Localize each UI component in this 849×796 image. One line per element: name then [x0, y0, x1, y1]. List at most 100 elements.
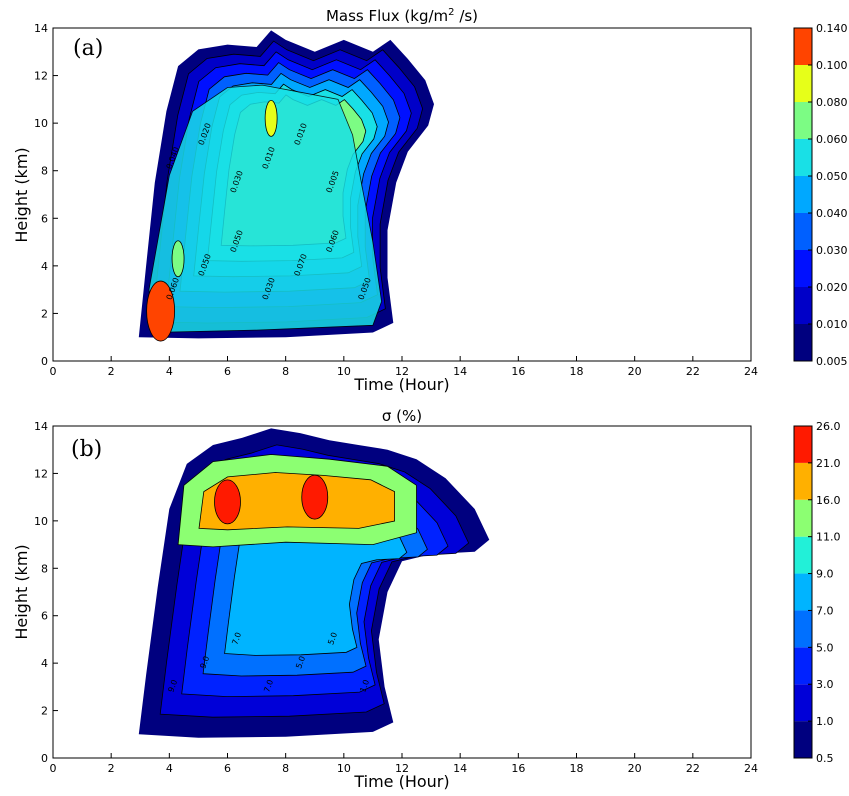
- x-tick-label: 4: [166, 365, 173, 378]
- contour-label: 1.0: [358, 678, 371, 693]
- x-tick-label: 18: [570, 365, 584, 378]
- x-tick-label: 2: [108, 365, 115, 378]
- colorbar-segment: [794, 426, 812, 463]
- colorbar-segment: [794, 721, 812, 758]
- colorbar-segment: [794, 684, 812, 722]
- colorbar-tick-label: 0.080: [816, 96, 848, 109]
- colorbar-segment: [794, 324, 812, 361]
- panel-b-label: (b): [71, 437, 102, 462]
- x-tick-label: 0: [50, 762, 57, 775]
- x-tick-label: 6: [224, 365, 231, 378]
- x-tick-label: 2: [108, 762, 115, 775]
- panel-b: σ (%) 9.09.07.07.05.05.01.0 (b) 0 2 4 6 8 10 1…: [12, 407, 841, 791]
- hot-spot: [264, 99, 278, 137]
- x-tick-label: 14: [453, 365, 467, 378]
- panel-b-title: σ (%): [382, 407, 422, 425]
- colorbar-segment: [794, 499, 812, 537]
- colorbar-segment: [794, 287, 812, 324]
- panel-a-label: (a): [73, 36, 103, 61]
- x-tick-label: 4: [166, 762, 173, 775]
- x-tick-label: 22: [686, 762, 700, 775]
- x-tick-label: 22: [686, 365, 700, 378]
- colorbar-tick-label: 5.0: [816, 641, 834, 654]
- panel-a-title: Mass Flux (kg/m2 /s): [326, 7, 478, 25]
- y-tick-label: 10: [34, 515, 48, 528]
- x-tick-label: 12: [395, 365, 409, 378]
- colorbar-tick-label: 0.140: [816, 22, 848, 35]
- x-tick-label: 12: [395, 762, 409, 775]
- x-tick-label: 20: [628, 365, 642, 378]
- hot-spot: [146, 280, 176, 342]
- colorbar-segment: [794, 213, 812, 250]
- panel-a-colorbar: 0.005 0.010 0.020 0.030 0.040 0.050 0.060 0.080…: [793, 22, 848, 368]
- y-tick-label: 0: [41, 752, 48, 765]
- colorbar-segment: [794, 102, 812, 139]
- y-tick-label: 4: [41, 260, 48, 273]
- x-tick-label: 8: [282, 762, 289, 775]
- y-tick-label: 12: [34, 70, 48, 83]
- x-tick-label: 6: [224, 762, 231, 775]
- colorbar-tick-label: 7.0: [816, 604, 834, 617]
- y-tick-label: 0: [41, 355, 48, 368]
- colorbar-tick-label: 0.060: [816, 133, 848, 146]
- y-tick-label: 4: [41, 657, 48, 670]
- panel-a-xlabel: Time (Hour): [353, 375, 449, 394]
- colorbar-segment: [794, 647, 812, 685]
- y-tick-label: 14: [34, 420, 48, 433]
- y-tick-label: 2: [41, 307, 48, 320]
- panel-b-plot-area: 9.0 9.0 7.0 7.0 5.0 5.0 1.0: [138, 428, 490, 738]
- colorbar-segment: [794, 462, 812, 500]
- colorbar-tick-label: 0.020: [816, 281, 848, 294]
- x-tick-label: 24: [744, 762, 758, 775]
- y-tick-label: 14: [34, 22, 48, 35]
- colorbar-segment: [794, 28, 812, 65]
- x-tick-label: 20: [628, 762, 642, 775]
- colorbar-tick-label: 0.005: [816, 355, 848, 368]
- band-region-inner: [198, 472, 396, 531]
- colorbar-tick-label: 0.050: [816, 170, 848, 183]
- y-tick-label: 6: [41, 212, 48, 225]
- colorbar-frame: [793, 27, 813, 362]
- colorbar-frame: [793, 425, 813, 759]
- y-tick-label: 12: [34, 467, 48, 480]
- hot-spot: [214, 479, 241, 525]
- colorbar-segment: [794, 139, 812, 176]
- colorbar-tick-label: 0.100: [816, 59, 848, 72]
- x-tick-label: 10: [337, 762, 351, 775]
- x-tick-label: 10: [337, 365, 351, 378]
- contour-label: 5.0: [326, 631, 339, 646]
- panel-b-colorbar: 0.5 1.0 3.0 5.0 7.0 9.0 11.0 16.0 21.0 26.0: [793, 420, 841, 765]
- colorbar-tick-label: 11.0: [816, 531, 841, 544]
- colorbar-segment: [794, 250, 812, 287]
- colorbar-tick-label: 0.5: [816, 752, 834, 765]
- x-tick-label: 16: [511, 365, 525, 378]
- core-region: [148, 84, 383, 333]
- colorbar-segment: [794, 65, 812, 102]
- y-tick-label: 6: [41, 610, 48, 623]
- x-tick-label: 18: [570, 762, 584, 775]
- colorbar-tick-label: 26.0: [816, 420, 841, 433]
- y-tick-label: 10: [34, 117, 48, 130]
- colorbar-tick-label: 0.030: [816, 244, 848, 257]
- colorbar-segment: [794, 176, 812, 213]
- colorbar-tick-label: 3.0: [816, 678, 834, 691]
- x-tick-label: 8: [282, 365, 289, 378]
- colorbar-segment: [794, 573, 812, 611]
- panel-a: Mass Flux (kg/m2 /s) 0.0600.0500.0500.03…: [12, 7, 848, 394]
- y-tick-label: 2: [41, 705, 48, 718]
- panel-a-plot-area: 0.0600.0500.0500.0300.0700.0600.0500.040…: [138, 30, 435, 342]
- panel-b-xlabel: Time (Hour): [353, 772, 449, 791]
- hot-spot: [301, 474, 329, 520]
- contour-label: 7.0: [262, 678, 275, 693]
- y-tick-label: 8: [41, 562, 48, 575]
- x-tick-label: 16: [511, 762, 525, 775]
- colorbar-tick-label: 9.0: [816, 568, 834, 581]
- y-tick-label: 8: [41, 165, 48, 178]
- colorbar-tick-label: 1.0: [816, 715, 834, 728]
- x-tick-label: 0: [50, 365, 57, 378]
- panel-b-ylabel: Height (km): [12, 544, 31, 639]
- panel-a-ylabel: Height (km): [12, 147, 31, 242]
